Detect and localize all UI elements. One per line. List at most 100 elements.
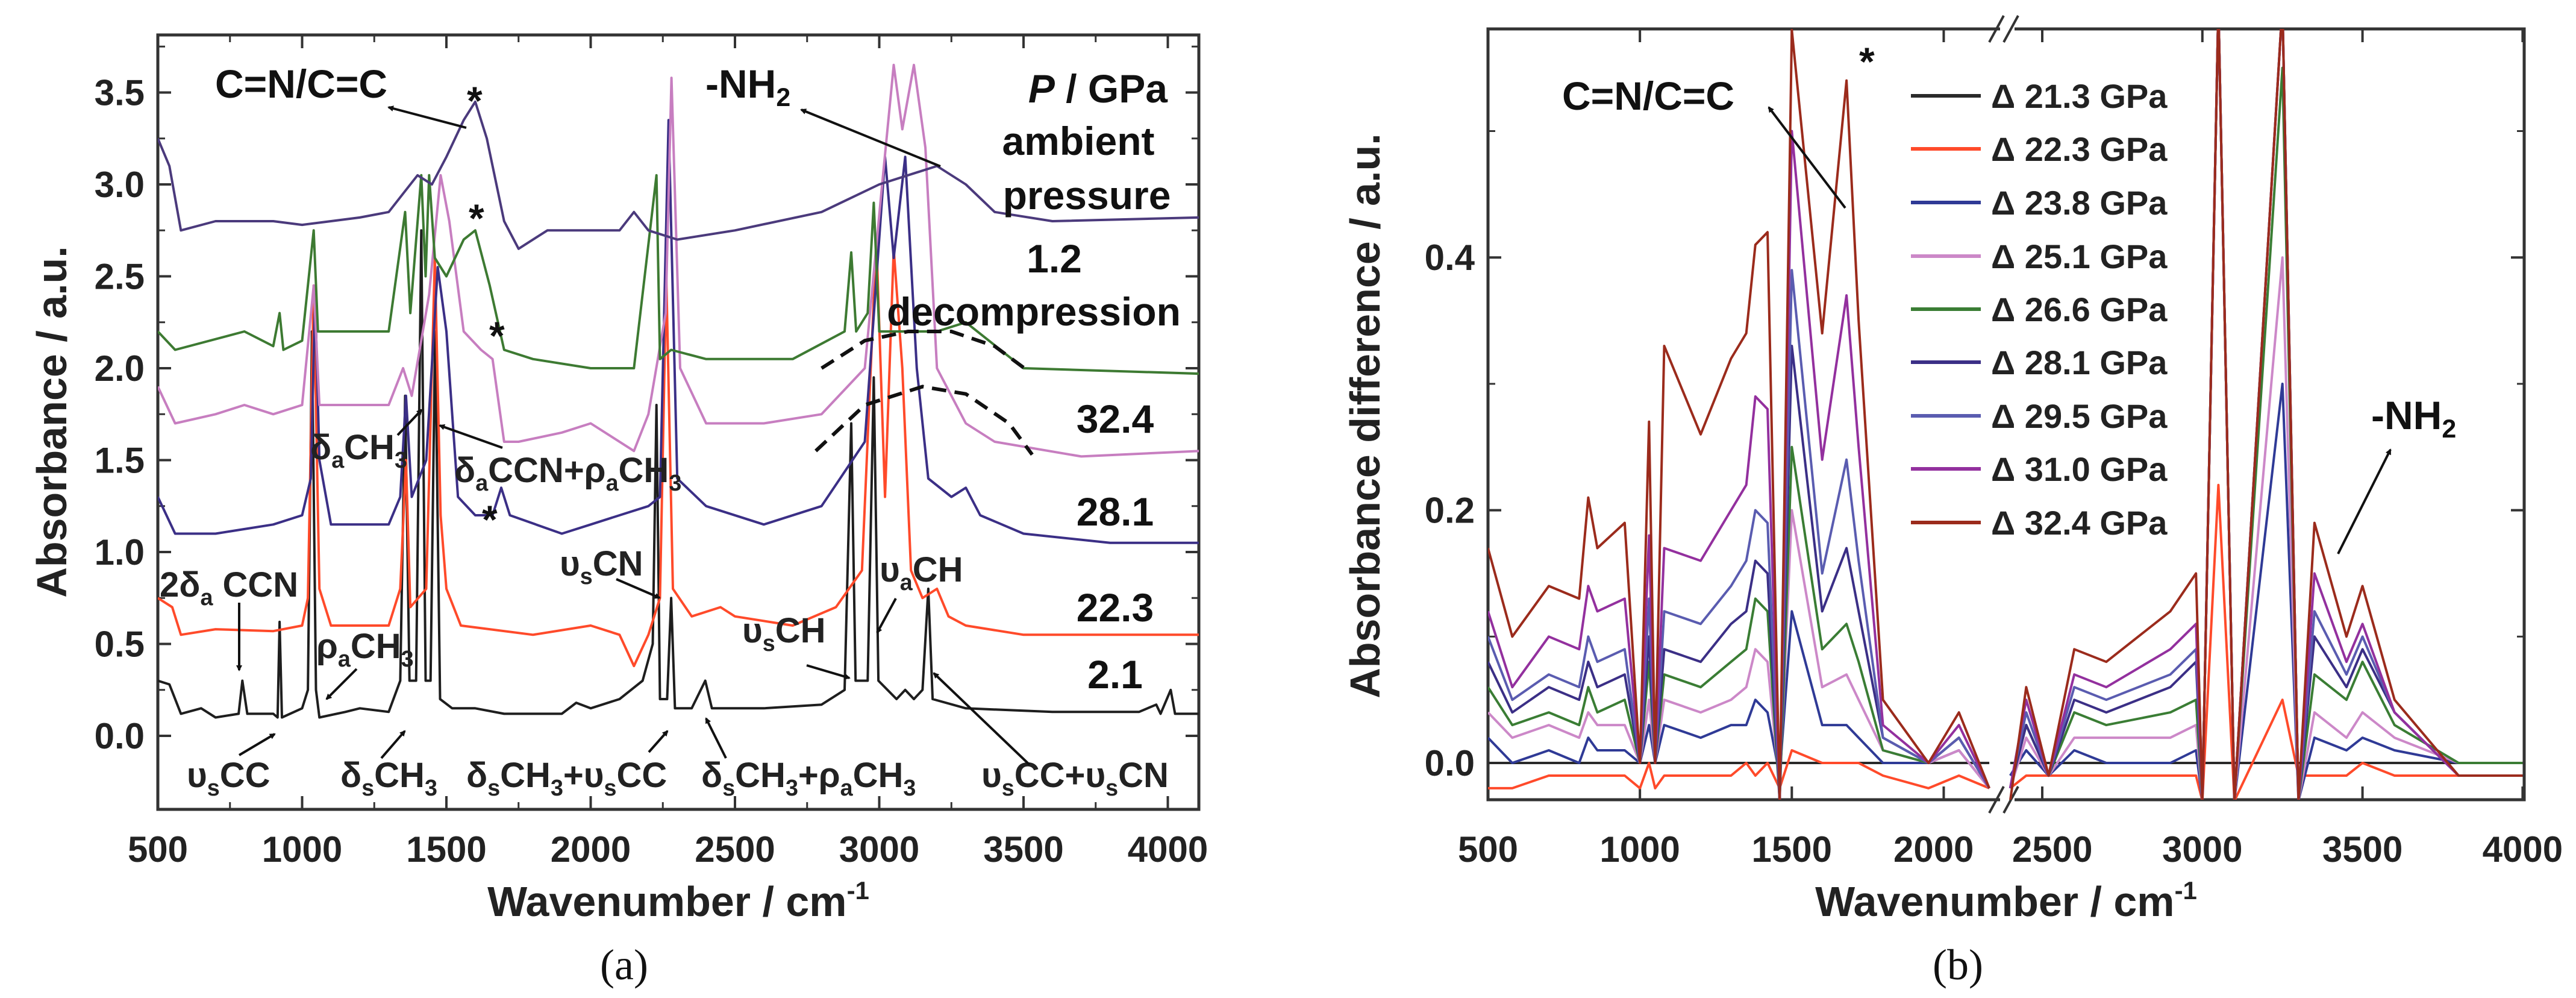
x-tick-label: 1000 [1599,829,1680,870]
label-text: CCN [213,565,298,604]
subscript-text: 3 [551,775,563,800]
label-text: CH [500,756,551,795]
x-tick-label: 2000 [1893,829,1974,870]
dashed-baseline [814,384,1034,456]
annotation-ds-ch3-us-cc: δsCH3+υsCC [466,756,667,800]
label-text: +ρ [798,756,840,795]
asterisk-marker: * [482,497,498,542]
x-axis-title: Wavenumber / cm-1 [1815,876,2197,925]
y-tick-label: 2.5 [95,257,145,297]
subscript-text: a [606,470,619,495]
subscript-text: s [1002,775,1014,800]
y-axis-title: Absorbance / a.u. [28,246,75,597]
subscript-text: a [331,447,345,472]
subscript-text: s [604,775,617,800]
y-axis-title: Absorbance difference / a.u. [1342,133,1389,698]
annotation-da-ccn: δaCCN+ρaCH3 [454,451,681,495]
x-tick-label: 3000 [839,829,919,870]
annotation-us-cc: υsCC [187,756,270,800]
legend-item: Δ 28.1 GPa [1911,344,2168,381]
annotation-ds-ch3: δsCH3 [340,756,437,800]
legend-label: Δ 25.1 GPa [1991,237,2168,275]
spectrum-line-2-1 [158,229,1199,719]
spectrum-line-ambient-pressure [158,100,1199,250]
subscript-text: 3 [401,646,414,671]
annotation-nh2: -NH2 [2371,393,2456,444]
legend-label: Δ 21.3 GPa [1991,77,2168,115]
spectrum-line-1-2 [158,174,1199,375]
label-text: CC [617,756,667,795]
annotation-arrow [616,578,661,599]
subscript-text: 3 [395,447,407,472]
y-tick-label: 3.0 [95,165,145,205]
label-text: δ [701,756,722,795]
annotation-us-cc-us-cn: υsCC+υsCN [981,756,1169,800]
spectrum-line-28-1 [158,119,1199,544]
label-text: * [467,78,483,123]
y-tick-label: 0.0 [95,716,145,756]
annotation-arrow [1768,106,1846,209]
dashed-baseline [821,330,1031,374]
x-tick-label: 2000 [551,829,631,870]
pressure-label: pressure [1003,173,1171,218]
legend-label: Δ 23.8 GPa [1991,184,2168,222]
series-group [158,63,1199,719]
legend-item: Δ 31.0 GPa [1911,450,2168,488]
subscript-text: 3 [786,775,798,800]
annotation-arrow [396,409,423,436]
asterisk-marker: * [469,196,484,240]
annotation-arrow [387,105,467,129]
legend-item: Δ 25.1 GPa [1911,237,2168,275]
legend-item: Δ 29.5 GPa [1911,397,2168,435]
x-tick-label: 4000 [2483,829,2563,870]
legend-title-italic: P [1028,66,1055,111]
difference-spectrum-line-1 [1488,483,2523,800]
x-tick-label: 1500 [406,829,486,870]
x-tick-label: 1500 [1752,829,1832,870]
label-text: υ [880,550,900,589]
legend-item: Δ 23.8 GPa [1911,184,2168,222]
legend-label: Δ 29.5 GPa [1991,397,2168,435]
label-text: ρ [316,627,338,666]
subscript-text: s [487,775,500,800]
annotation-arrow [325,668,358,700]
subscript-text: s [722,775,735,800]
y-tick-label: 2.0 [95,348,145,389]
plot-frame [1486,27,2526,802]
label-text: * [482,497,498,542]
x-tick-label: 4000 [1128,829,1208,870]
subscript-text: a [840,775,854,800]
annotation-arrow [439,424,503,449]
label-text: CCN+ρ [488,451,605,490]
subscript-text: 2 [776,83,790,112]
axis-break-mark [2002,15,2019,43]
x-tick-label: 2500 [2012,829,2092,870]
pressure-label: ambient [1002,119,1154,163]
y-tick-label: 1.5 [95,441,145,481]
legend-item: Δ 22.3 GPa [1911,130,2168,168]
subscript-text: a [475,470,489,495]
label-text: +υ [563,756,604,795]
chart-panel-a: 500 1000 1500 2000 2500 3000 3500 4000 0.0 0.5 1.0… [28,33,1208,989]
chart-panel-b: 500 1000 1500 2000 2500 3000 3500 4000 0.0 0.2 0.4… [1342,15,2563,989]
legend-item: Δ 32.4 GPa [1911,504,2168,542]
label-text: δ [310,428,331,467]
x-tick-label: 3000 [2162,829,2242,870]
label-text: CH [735,756,786,795]
axis-break-mark [1988,15,2005,43]
legend-label: Δ 31.0 GPa [1991,450,2168,488]
legend-item: Δ 21.3 GPa [1911,77,2168,115]
y-tick-label: 0.2 [1425,491,1475,531]
annotation-arrow [380,730,406,759]
legend-label: Δ 26.6 GPa [1991,290,2168,328]
x-tick-label: 2500 [695,829,775,870]
x-tick-label: 3500 [983,829,1063,870]
label-text: CN [1118,756,1169,795]
x-tick-label: 500 [1458,829,1518,870]
annotation-us-cn: υsCN [560,544,643,589]
annotation-arrow [238,733,276,756]
annotation-cnc: C=N/C=C [215,61,387,106]
subscript-text: a [200,585,213,610]
annotation-da-ch3: δaCH3 [310,428,407,472]
legend-item: Δ 26.6 GPa [1911,290,2168,328]
